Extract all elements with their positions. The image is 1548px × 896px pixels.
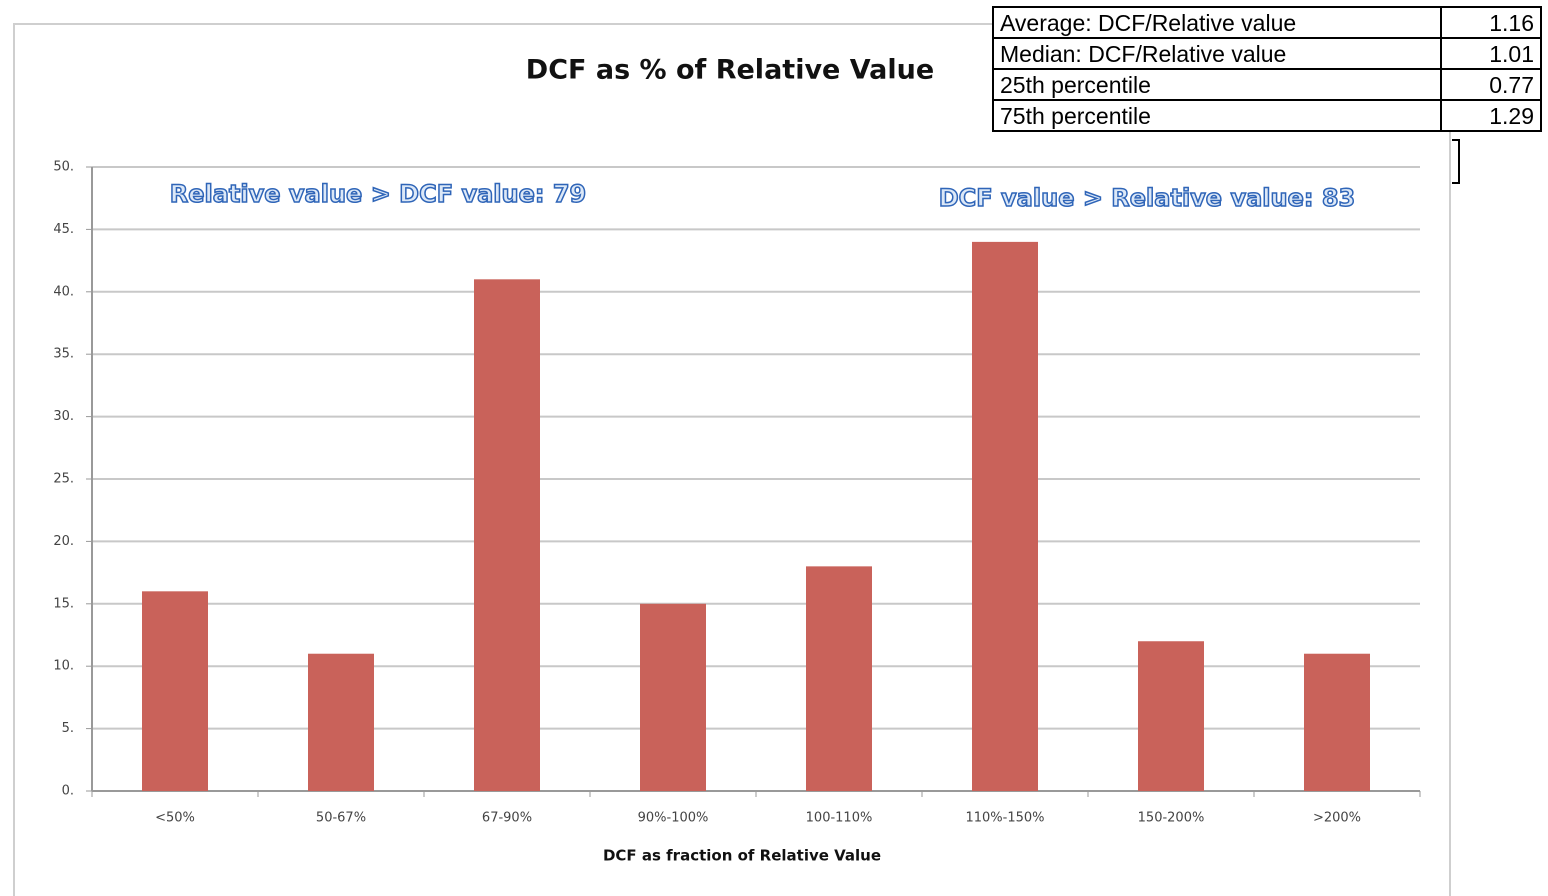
y-tick-label: 25.	[53, 472, 74, 487]
chart-frame	[13, 23, 1451, 896]
stat-label: 25th percentile	[992, 68, 1442, 101]
stat-value: 1.16	[1440, 6, 1542, 39]
x-tick-label: 150-200%	[1138, 811, 1205, 826]
y-tick-label: 50.	[53, 160, 74, 175]
bar	[640, 603, 706, 791]
y-tick-label: 40.	[53, 284, 74, 299]
stats-table: Average: DCF/Relative value 1.16 Median: D…	[992, 6, 1542, 132]
bar	[308, 653, 374, 791]
stat-value: 1.29	[1440, 99, 1542, 132]
stat-value: 1.01	[1440, 37, 1542, 70]
y-tick-label: 15.	[53, 596, 74, 611]
y-tick-label: 35.	[53, 347, 74, 362]
table-row: Median: DCF/Relative value 1.01	[992, 37, 1542, 70]
table-row: 25th percentile 0.77	[992, 68, 1542, 101]
y-tick-label: 0.	[62, 784, 74, 799]
chart-title: DCF as % of Relative Value	[526, 55, 934, 86]
stat-value: 0.77	[1440, 68, 1542, 101]
y-tick-label: 5.	[62, 721, 74, 736]
table-row: Average: DCF/Relative value 1.16	[992, 6, 1542, 39]
x-tick-label: 50-67%	[316, 811, 366, 826]
x-tick-label: 67-90%	[482, 811, 532, 826]
y-tick-label: 30.	[53, 409, 74, 424]
stat-label: Average: DCF/Relative value	[992, 6, 1442, 39]
x-axis-title: DCF as fraction of Relative Value	[603, 847, 881, 865]
stat-label: Median: DCF/Relative value	[992, 37, 1442, 70]
y-tick-label: 20.	[53, 534, 74, 549]
y-tick-label: 45.	[53, 222, 74, 237]
x-tick-label: 100-110%	[806, 811, 873, 826]
bar	[806, 566, 872, 791]
annotation: DCF value > Relative value: 83	[939, 184, 1355, 212]
bar	[972, 241, 1038, 791]
annotation: Relative value > DCF value: 79	[170, 180, 586, 208]
y-tick-label: 10.	[53, 659, 74, 674]
bracket	[1452, 139, 1460, 184]
table-row: 75th percentile 1.29	[992, 99, 1542, 132]
bar	[474, 279, 540, 791]
bar	[1138, 641, 1204, 791]
x-tick-label: <50%	[155, 811, 195, 826]
x-tick-label: 110%-150%	[965, 811, 1044, 826]
x-tick-label: >200%	[1313, 811, 1361, 826]
stat-label: 75th percentile	[992, 99, 1442, 132]
bar	[142, 591, 208, 791]
bar	[1304, 653, 1370, 791]
x-tick-label: 90%-100%	[638, 811, 709, 826]
